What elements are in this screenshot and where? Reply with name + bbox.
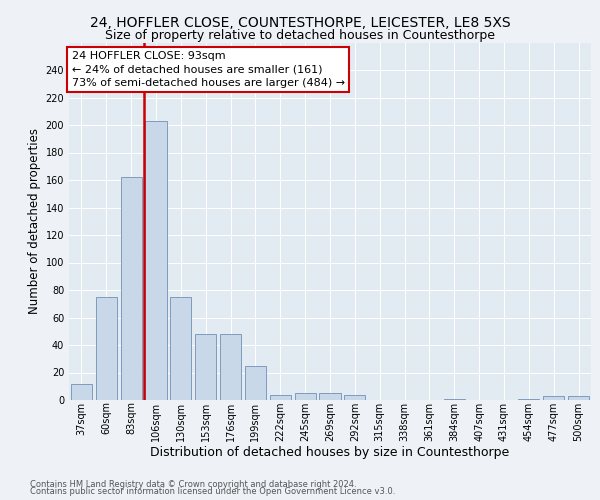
- Text: Contains public sector information licensed under the Open Government Licence v3: Contains public sector information licen…: [30, 487, 395, 496]
- Bar: [145, 121, 167, 400]
- Text: Size of property relative to detached houses in Countesthorpe: Size of property relative to detached ho…: [105, 29, 495, 42]
- Bar: [270, 394, 291, 400]
- Bar: [543, 396, 564, 400]
- Bar: [170, 297, 191, 400]
- Bar: [518, 398, 539, 400]
- Bar: [319, 393, 341, 400]
- Bar: [344, 394, 365, 400]
- Text: 24 HOFFLER CLOSE: 93sqm
← 24% of detached houses are smaller (161)
73% of semi-d: 24 HOFFLER CLOSE: 93sqm ← 24% of detache…: [71, 52, 345, 88]
- Text: Contains HM Land Registry data © Crown copyright and database right 2024.: Contains HM Land Registry data © Crown c…: [30, 480, 356, 489]
- Bar: [220, 334, 241, 400]
- Bar: [195, 334, 216, 400]
- Bar: [444, 398, 465, 400]
- X-axis label: Distribution of detached houses by size in Countesthorpe: Distribution of detached houses by size …: [151, 446, 509, 460]
- Bar: [245, 366, 266, 400]
- Bar: [121, 178, 142, 400]
- Text: 24, HOFFLER CLOSE, COUNTESTHORPE, LEICESTER, LE8 5XS: 24, HOFFLER CLOSE, COUNTESTHORPE, LEICES…: [89, 16, 511, 30]
- Bar: [71, 384, 92, 400]
- Bar: [295, 393, 316, 400]
- Y-axis label: Number of detached properties: Number of detached properties: [28, 128, 41, 314]
- Bar: [568, 396, 589, 400]
- Bar: [96, 297, 117, 400]
